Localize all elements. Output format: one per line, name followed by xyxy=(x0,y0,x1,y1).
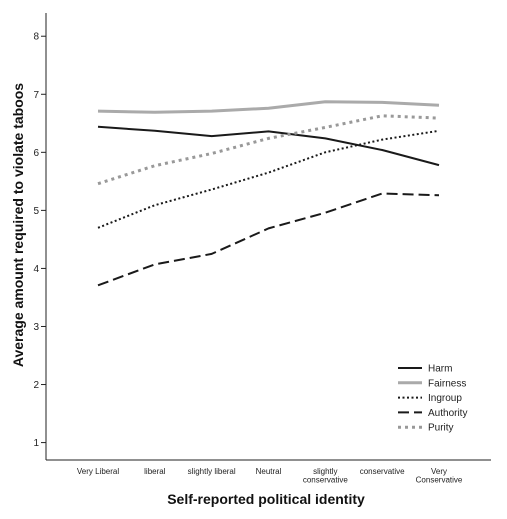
series-line-harm xyxy=(97,125,440,167)
legend-label-fairness: Fairness xyxy=(428,378,466,389)
x-tick-label: slightly liberal xyxy=(188,467,236,476)
legend-label-harm: Harm xyxy=(428,364,452,375)
y-tick-label: 1 xyxy=(33,438,39,449)
y-tick-label: 8 xyxy=(33,32,39,43)
x-tick-label: Very Conservative xyxy=(416,467,463,485)
x-tick-label: Very Liberal xyxy=(77,467,119,476)
y-tick-label: 7 xyxy=(33,90,39,101)
y-tick-label: 5 xyxy=(33,206,39,217)
series-lines xyxy=(97,100,440,287)
y-tick-label: 4 xyxy=(33,264,39,275)
y-tick-label: 2 xyxy=(33,380,39,391)
x-tick-labels: Very Liberal liberal slightly liberal Neutr… xyxy=(77,467,463,485)
y-tick-label: 3 xyxy=(33,322,39,333)
y-ticks: 1 2 3 4 5 6 7 8 xyxy=(33,32,46,449)
x-tick-label: liberal xyxy=(144,467,166,476)
series-line-purity xyxy=(97,114,440,186)
series-line-authority xyxy=(97,192,440,287)
legend-label-authority: Authority xyxy=(428,408,467,419)
y-axis-title: Average amount required to violate taboo… xyxy=(10,83,26,367)
x-tick-label: conservative xyxy=(360,467,405,476)
axes xyxy=(45,13,491,461)
series-line-ingroup xyxy=(97,129,440,229)
legend-label-ingroup: Ingroup xyxy=(428,393,462,404)
x-axis-title: Self-reported political identity xyxy=(167,491,365,507)
legend: Harm Fairness Ingroup Authority Purity xyxy=(398,364,467,434)
y-tick-label: 6 xyxy=(33,148,39,159)
x-tick-label: Neutral xyxy=(256,467,282,476)
legend-label-purity: Purity xyxy=(428,423,454,434)
x-tick-label: slightly conservative xyxy=(303,467,348,485)
series-line-fairness xyxy=(97,100,440,114)
